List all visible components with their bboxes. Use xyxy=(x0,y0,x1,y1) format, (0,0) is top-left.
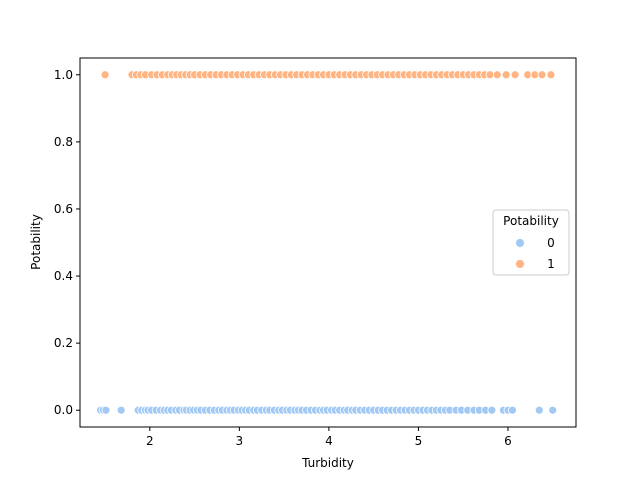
y-axis-ticks: 0.0 0.2 0.4 0.6 0.8 1.0 xyxy=(54,68,80,417)
data-point-potability-1 xyxy=(492,70,502,80)
legend-title: Potability xyxy=(503,214,559,228)
data-point-potability-1 xyxy=(510,70,520,80)
data-point-potability-0 xyxy=(534,405,544,415)
x-tick-label: 2 xyxy=(146,434,154,448)
y-tick-label: 1.0 xyxy=(54,68,73,82)
x-tick-label: 6 xyxy=(504,434,512,448)
x-tick-label: 3 xyxy=(236,434,244,448)
legend-label-1: 1 xyxy=(547,257,555,271)
data-point-potability-1 xyxy=(501,70,511,80)
x-axis-ticks: 2 3 4 5 6 xyxy=(146,427,512,448)
data-point-potability-1 xyxy=(537,70,547,80)
data-point-potability-0 xyxy=(487,405,497,415)
x-tick-label: 4 xyxy=(325,434,333,448)
y-tick-label: 0.6 xyxy=(54,202,73,216)
axes-frame xyxy=(79,57,577,428)
y-axis-label: Potability xyxy=(29,214,43,270)
x-tick-label: 5 xyxy=(415,434,423,448)
legend-marker-0 xyxy=(515,238,525,248)
y-tick-label: 0.0 xyxy=(54,403,73,417)
legend: Potability 0 1 xyxy=(492,209,570,276)
data-point-potability-0 xyxy=(116,405,126,415)
data-point-potability-1 xyxy=(546,70,556,80)
data-point-potability-0 xyxy=(548,405,558,415)
x-axis-label: Turbidity xyxy=(301,456,354,470)
y-tick-label: 0.4 xyxy=(54,269,73,283)
data-point-potability-0 xyxy=(508,405,517,415)
legend-box xyxy=(492,209,570,276)
y-tick-label: 0.2 xyxy=(54,336,73,350)
data-point-potability-1 xyxy=(100,70,110,80)
data-point-potability-0 xyxy=(101,405,111,415)
legend-label-0: 0 xyxy=(547,236,555,250)
y-tick-label: 0.8 xyxy=(54,135,73,149)
legend-marker-1 xyxy=(515,259,525,269)
points-layer xyxy=(96,70,558,415)
